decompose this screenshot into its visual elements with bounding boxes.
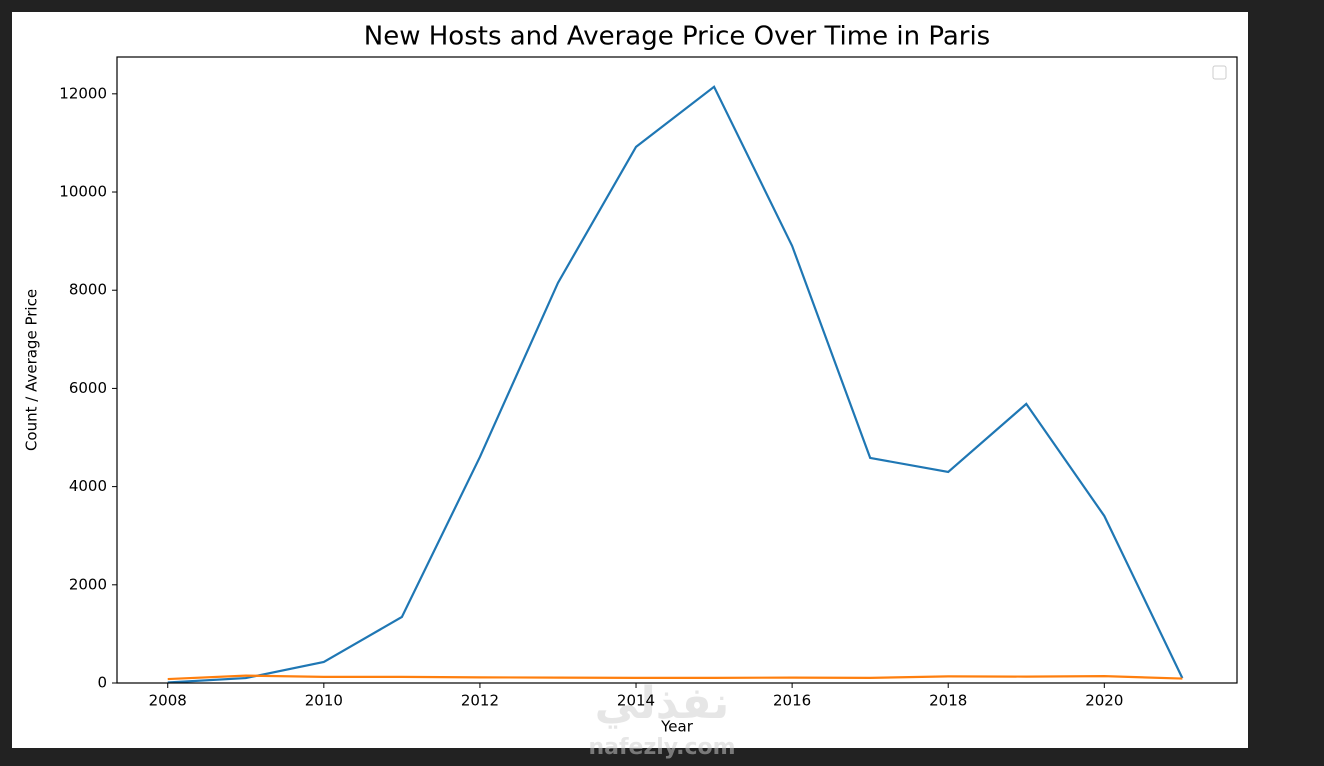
x-tick-label: 2008 — [149, 692, 187, 710]
y-tick-label: 2000 — [69, 575, 107, 593]
x-axis-label: Year — [660, 718, 694, 736]
y-tick-label: 10000 — [59, 183, 107, 201]
x-tick-label: 2018 — [929, 692, 967, 710]
legend — [1212, 65, 1227, 80]
y-tick-label: 0 — [97, 674, 107, 692]
axes-frame — [116, 56, 1238, 684]
x-tick-label: 2016 — [773, 692, 811, 710]
watermark: nafezly.com — [588, 735, 735, 760]
plot-area — [167, 85, 1184, 684]
y-tick-label: 4000 — [69, 477, 107, 495]
y-axis-label: Count / Average Price — [23, 289, 41, 451]
chart-title: New Hosts and Average Price Over Time in… — [364, 22, 990, 52]
figure — [12, 12, 1248, 748]
watermark: نفذلي — [595, 678, 730, 729]
y-tick-label: 12000 — [59, 84, 107, 102]
y-tick-label: 8000 — [69, 281, 107, 299]
y-tick-label: 6000 — [69, 379, 107, 397]
x-tick-label: 2010 — [305, 692, 343, 710]
x-tick-label: 2014 — [617, 692, 655, 710]
x-tick-label: 2020 — [1085, 692, 1123, 710]
line-series — [167, 85, 1184, 684]
x-tick-label: 2012 — [461, 692, 499, 710]
line-series — [167, 674, 1183, 681]
